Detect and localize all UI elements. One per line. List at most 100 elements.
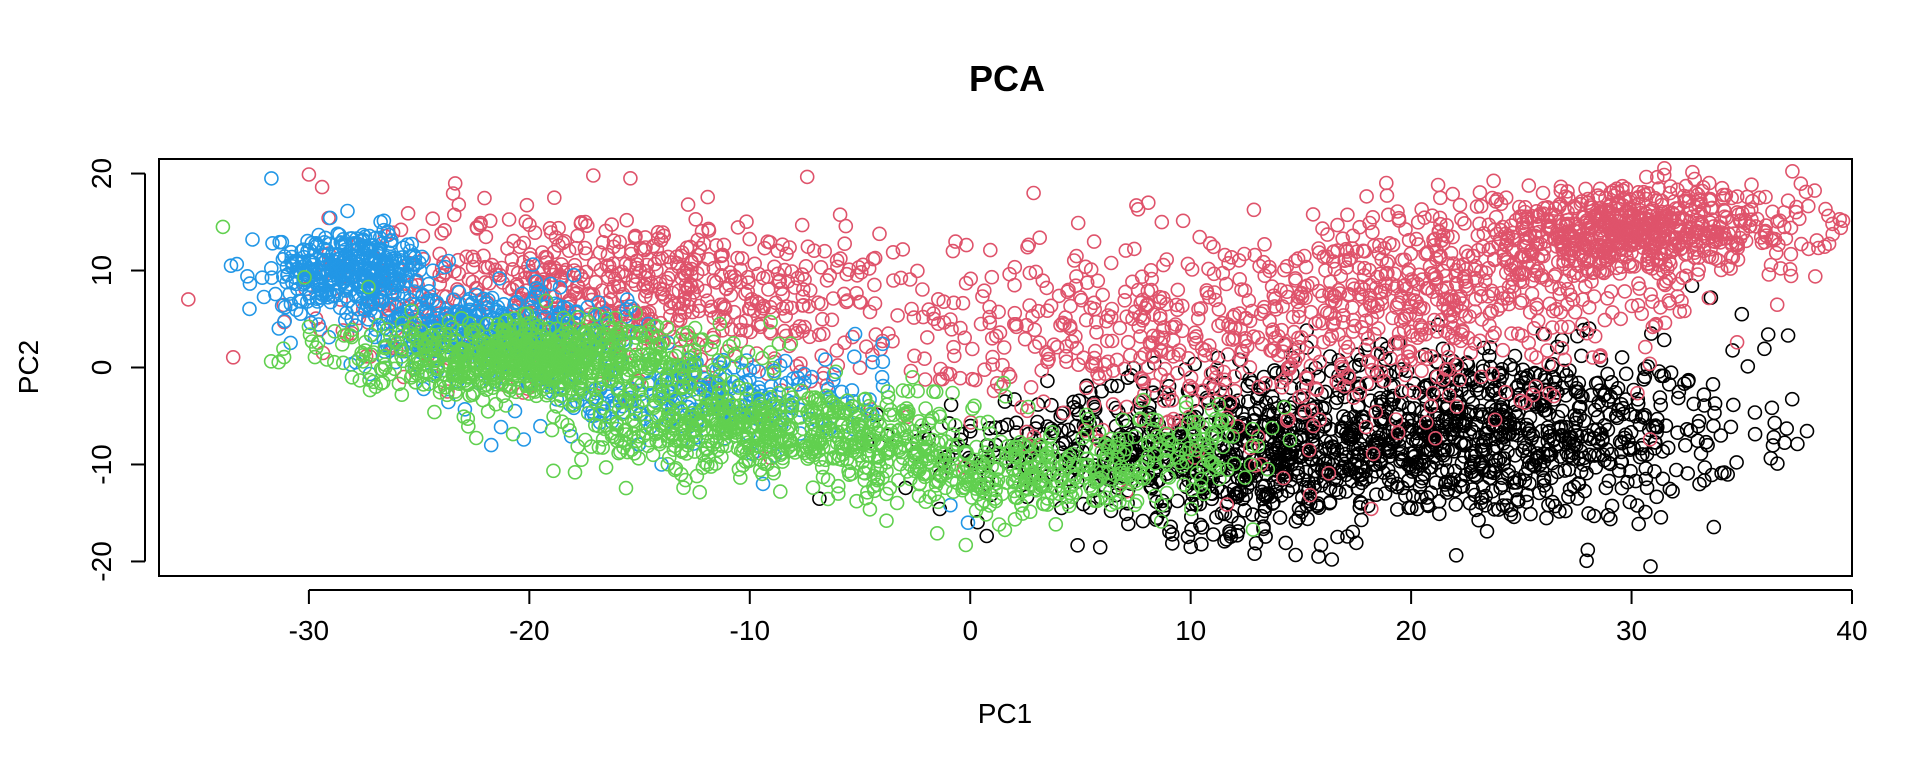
scatter-point-1 (1704, 249, 1720, 265)
scatter-point-0 (1638, 504, 1653, 520)
scatter-point-1 (1693, 193, 1708, 209)
scatter-point-0 (1205, 471, 1220, 486)
scatter-point-0 (1690, 418, 1706, 434)
scatter-point-0 (1242, 371, 1257, 387)
scatter-point-0 (1326, 440, 1342, 455)
scatter-point-1 (1364, 501, 1379, 517)
scatter-point-1 (1358, 419, 1374, 435)
scatter-point-1 (1371, 321, 1386, 336)
scatter-point-1 (761, 282, 776, 297)
scatter-point-0 (1532, 485, 1547, 501)
scatter-point-0 (1293, 429, 1308, 445)
scatter-point-1 (482, 213, 498, 229)
scatter-point-1 (645, 238, 661, 254)
scatter-point-2 (779, 375, 795, 391)
scatter-point-1 (996, 340, 1012, 355)
scatter-point-1 (1086, 234, 1102, 249)
scatter-point-1 (1552, 286, 1567, 302)
scatter-point-0 (1604, 498, 1620, 514)
scatter-point-0 (1610, 410, 1625, 426)
scatter-point-1 (1522, 304, 1538, 320)
scatter-point-0 (1288, 547, 1303, 563)
scatter-point-1 (1575, 316, 1590, 332)
scatter-point-1 (1169, 297, 1184, 313)
scatter-point-1 (1515, 293, 1530, 308)
scatter-point-1 (867, 296, 883, 311)
scatter-point-1 (1303, 358, 1319, 374)
scatter-point-1 (1426, 232, 1441, 248)
scatter-point-1 (1032, 335, 1047, 351)
scatter-point-1 (738, 286, 753, 302)
scatter-point-1 (1445, 186, 1460, 202)
scatter-point-0 (1324, 552, 1340, 567)
scatter-point-0 (1334, 423, 1349, 439)
scatter-point-2 (291, 293, 307, 309)
scatter-point-1 (1485, 329, 1500, 344)
scatter-point-1 (667, 296, 682, 311)
scatter-point-1 (1624, 298, 1640, 314)
scatter-point-0 (1614, 396, 1629, 412)
scatter-point-1 (1617, 284, 1633, 299)
scatter-point-1 (1515, 274, 1530, 290)
scatter-point-1 (1365, 224, 1380, 240)
scatter-point-1 (1238, 330, 1253, 346)
scatter-point-1 (734, 251, 750, 266)
scatter-point-1 (1486, 173, 1501, 189)
scatter-point-0 (1193, 517, 1208, 533)
scatter-point-1 (1758, 189, 1773, 205)
scatter-point-1 (747, 256, 763, 272)
scatter-point-1 (1306, 418, 1321, 434)
scatter-point-1 (691, 303, 707, 319)
scatter-point-2 (619, 292, 635, 307)
scatter-point-1 (1170, 302, 1185, 318)
scatter-point-1 (1390, 204, 1405, 219)
scatter-point-1 (1326, 316, 1341, 331)
scatter-point-1 (1388, 412, 1404, 427)
scatter-point-0 (979, 528, 995, 544)
scatter-point-0 (1696, 387, 1712, 403)
scatter-point-1 (1336, 308, 1351, 323)
scatter-point-0 (1683, 423, 1698, 439)
scatter-point-0 (1393, 453, 1408, 469)
scatter-point-1 (1297, 248, 1312, 264)
scatter-point-2 (400, 267, 416, 283)
scatter-point-2 (566, 267, 582, 283)
scatter-point-2 (320, 289, 336, 305)
scatter-point-1 (1433, 216, 1448, 232)
scatter-point-1 (1136, 310, 1152, 326)
scatter-point-1 (465, 249, 481, 265)
scatter-point-1 (1578, 278, 1593, 294)
scatter-point-1 (1090, 273, 1106, 289)
scatter-point-1 (1220, 347, 1236, 362)
scatter-point-2 (264, 270, 280, 286)
scatter-point-0 (1656, 368, 1672, 384)
scatter-point-1 (1068, 329, 1083, 344)
scatter-point-0 (1600, 366, 1615, 382)
scatter-point-0 (1291, 510, 1306, 526)
scatter-point-0 (1565, 438, 1581, 454)
scatter-point-1 (477, 259, 493, 275)
scatter-point-1 (751, 266, 766, 282)
scatter-point-1 (451, 266, 467, 282)
scatter-point-1 (1427, 312, 1442, 328)
scatter-point-1 (1160, 372, 1176, 388)
scatter-point-2 (777, 353, 793, 369)
scatter-point-1 (1567, 253, 1582, 269)
scatter-point-1 (1278, 371, 1294, 386)
scatter-point-0 (1652, 390, 1668, 405)
scatter-point-0 (1512, 472, 1527, 488)
scatter-point-2 (490, 299, 506, 315)
scatter-point-1 (714, 248, 730, 263)
scatter-point-1 (1201, 261, 1216, 277)
scatter-point-0 (1653, 397, 1668, 413)
scatter-point-0 (1680, 374, 1696, 389)
scatter-point-0 (1764, 400, 1780, 416)
scatter-point-1 (1305, 275, 1320, 291)
scatter-point-2 (525, 257, 541, 272)
scatter-point-1 (1364, 355, 1379, 371)
scatter-point-1 (1390, 297, 1405, 312)
scatter-point-0 (1409, 425, 1425, 441)
scatter-point-1 (1287, 353, 1303, 369)
scatter-point-1 (1017, 331, 1033, 347)
scatter-point-0 (1266, 418, 1281, 433)
